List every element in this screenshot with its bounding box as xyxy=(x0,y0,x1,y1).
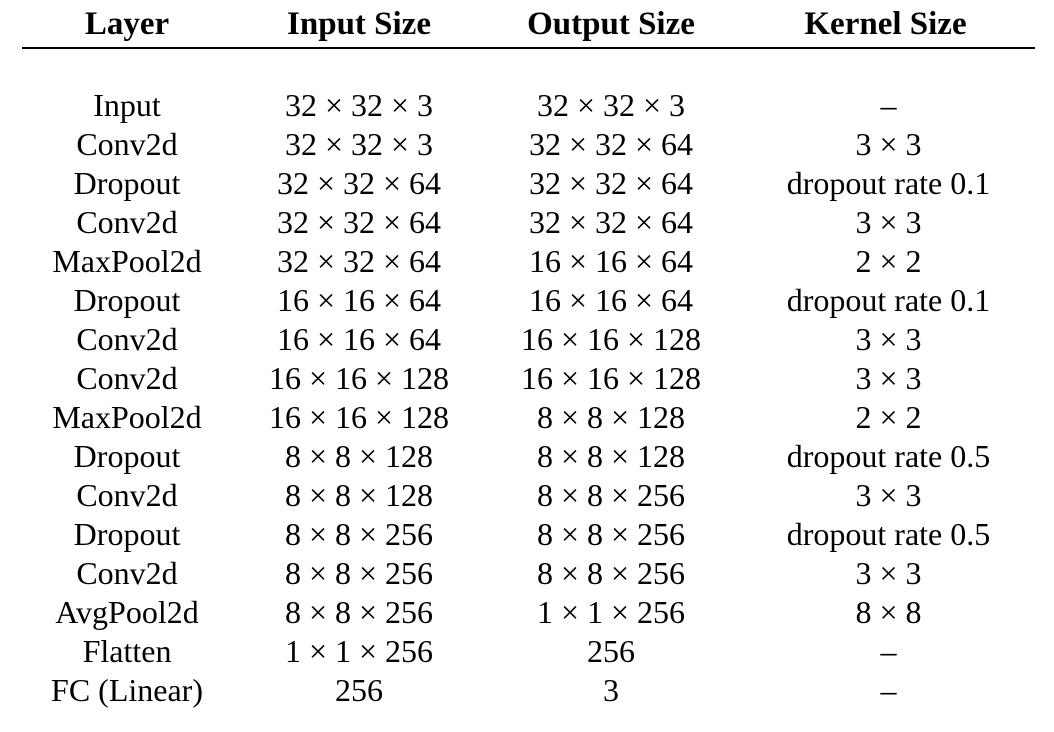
cell-layer: Dropout xyxy=(73,282,181,318)
cell-layer: Dropout xyxy=(73,165,181,201)
table-body: Input 32 × 32 × 3 32 × 32 × 3– Conv2d 32 × 3… xyxy=(22,86,1035,710)
cell-kernel-size: 3 × 3 xyxy=(855,321,922,357)
cell-kernel-size: dropout rate 0.1 xyxy=(786,282,991,318)
cell-output-size: 16 × 16 × 128 xyxy=(520,321,702,357)
cell-layer: FC (Linear) xyxy=(51,672,203,708)
cell-layer: Conv2d xyxy=(76,321,178,357)
cell-layer: MaxPool2d xyxy=(52,399,202,435)
cell-kernel-size: 3 × 3 xyxy=(855,204,922,240)
table-row: AvgPool2d 8 × 8 × 256 1 × 1 × 256 8 × 8 xyxy=(22,593,1035,632)
cell-layer: Dropout xyxy=(73,516,181,552)
table-row: Input 32 × 32 × 3 32 × 32 × 3 – xyxy=(22,86,1035,125)
cell-output-size: 32 × 32 × 3 xyxy=(536,87,686,123)
cell-input-size: 16 × 16 × 128 xyxy=(268,360,450,396)
table-row: Dropout 16 × 16 × 64 16 × 16 × 64 dropout r… xyxy=(22,281,1035,320)
cell-input-size: 32 × 32 × 3 xyxy=(284,87,434,123)
table-row: Conv2d 8 × 8 × 128 8 × 8 × 256 3 × 3 xyxy=(22,476,1035,515)
cell-layer: Dropout xyxy=(73,438,181,474)
cell-input-size: 8 × 8 × 128 xyxy=(284,438,434,474)
cell-input-size: 32 × 32 × 64 xyxy=(276,165,442,201)
cell-input-size: 8 × 8 × 128 xyxy=(284,477,434,513)
table-header-row: Layer Input Size Output Size Kernel Size xyxy=(22,0,1035,48)
cell-output-size: 8 × 8 × 128 xyxy=(536,399,686,435)
cell-kernel-size: – xyxy=(880,672,897,708)
cell-output-size: 256 xyxy=(587,633,635,669)
cell-output-size: 32 × 32 × 64 xyxy=(528,204,694,240)
header-rule xyxy=(22,47,1035,49)
header-output-size: Output Size xyxy=(527,6,695,42)
table-row: Flatten 1 × 1 × 256 256 – xyxy=(22,632,1035,671)
header-layer: Layer xyxy=(84,6,170,42)
cell-output-size: 16 × 16 × 64 xyxy=(528,282,694,318)
table-row: Conv2d 32 × 32 × 3 32 × 32 × 64 3 × 3 xyxy=(22,125,1035,164)
table-row: MaxPool2d 32 × 32 × 64 16 × 16 × 64 2 × 2 xyxy=(22,242,1035,281)
cell-output-size: 32 × 32 × 64 xyxy=(528,126,694,162)
cell-output-size: 16 × 16 × 128 xyxy=(520,360,702,396)
cell-layer: Conv2d xyxy=(76,204,178,240)
cell-input-size: 8 × 8 × 256 xyxy=(284,555,434,591)
cell-kernel-size: – xyxy=(880,633,897,669)
table-row: Conv2d 16 × 16 × 128 16 × 16 × 128 3 × 3 xyxy=(22,359,1035,398)
cell-kernel-size: dropout rate 0.5 xyxy=(786,438,991,474)
cell-kernel-size: 3 × 3 xyxy=(855,477,922,513)
cell-kernel-size: dropout rate 0.5 xyxy=(786,516,991,552)
cell-input-size: 16 × 16 × 64 xyxy=(276,282,442,318)
cell-input-size: 16 × 16 × 64 xyxy=(276,321,442,357)
header-kernel-size: Kernel Size xyxy=(804,6,967,42)
cell-input-size: 16 × 16 × 128 xyxy=(268,399,450,435)
cell-kernel-size: 2 × 2 xyxy=(855,243,922,279)
cell-layer: Conv2d xyxy=(76,555,178,591)
cell-kernel-size: – xyxy=(880,87,897,123)
cell-kernel-size: 3 × 3 xyxy=(855,126,922,162)
header-input-size: Input Size xyxy=(287,6,431,42)
table-row: MaxPool2d 16 × 16 × 128 8 × 8 × 128 2 × 2 xyxy=(22,398,1035,437)
cell-kernel-size: 3 × 3 xyxy=(855,360,922,396)
cell-input-size: 32 × 32 × 3 xyxy=(284,126,434,162)
cell-input-size: 1 × 1 × 256 xyxy=(284,633,434,669)
cell-input-size: 8 × 8 × 256 xyxy=(284,594,434,630)
table-row: Conv2d 32 × 32 × 64 32 × 32 × 64 3 × 3 xyxy=(22,203,1035,242)
cell-output-size: 8 × 8 × 256 xyxy=(536,555,686,591)
cell-layer: Input xyxy=(93,87,161,123)
cell-input-size: 32 × 32 × 64 xyxy=(276,204,442,240)
cell-input-size: 256 xyxy=(335,672,383,708)
cell-output-size: 8 × 8 × 256 xyxy=(536,477,686,513)
table-row: FC (Linear) 256 3 – xyxy=(22,671,1035,710)
cell-layer: Conv2d xyxy=(76,126,178,162)
cell-input-size: 32 × 32 × 64 xyxy=(276,243,442,279)
cell-kernel-size: dropout rate 0.1 xyxy=(786,165,991,201)
table-row: Conv2d 16 × 16 × 64 16 × 16 × 128 3 × 3 xyxy=(22,320,1035,359)
cell-output-size: 3 xyxy=(603,672,619,708)
cell-output-size: 1 × 1 × 256 xyxy=(536,594,686,630)
cell-kernel-size: 8 × 8 xyxy=(855,594,922,630)
cell-output-size: 16 × 16 × 64 xyxy=(528,243,694,279)
cell-layer: Conv2d xyxy=(76,360,178,396)
cell-output-size: 8 × 8 × 256 xyxy=(536,516,686,552)
cell-layer: Conv2d xyxy=(76,477,178,513)
cell-output-size: 32 × 32 × 64 xyxy=(528,165,694,201)
architecture-table: Layer Input Size Output Size Kernel Size… xyxy=(22,0,1035,732)
cell-input-size: 8 × 8 × 256 xyxy=(284,516,434,552)
cell-kernel-size: 2 × 2 xyxy=(855,399,922,435)
cell-layer: AvgPool2d xyxy=(55,594,199,630)
cell-output-size: 8 × 8 × 128 xyxy=(536,438,686,474)
table-row: Dropout 8 × 8 × 128 8 × 8 × 128 dropout rat… xyxy=(22,437,1035,476)
cell-layer: MaxPool2d xyxy=(52,243,202,279)
table-row: Dropout 32 × 32 × 64 32 × 32 × 64 dropout r… xyxy=(22,164,1035,203)
table-row: Conv2d 8 × 8 × 256 8 × 8 × 256 3 × 3 xyxy=(22,554,1035,593)
cell-layer: Flatten xyxy=(82,633,172,669)
table-row: Dropout 8 × 8 × 256 8 × 8 × 256 dropout rat… xyxy=(22,515,1035,554)
cell-kernel-size: 3 × 3 xyxy=(855,555,922,591)
